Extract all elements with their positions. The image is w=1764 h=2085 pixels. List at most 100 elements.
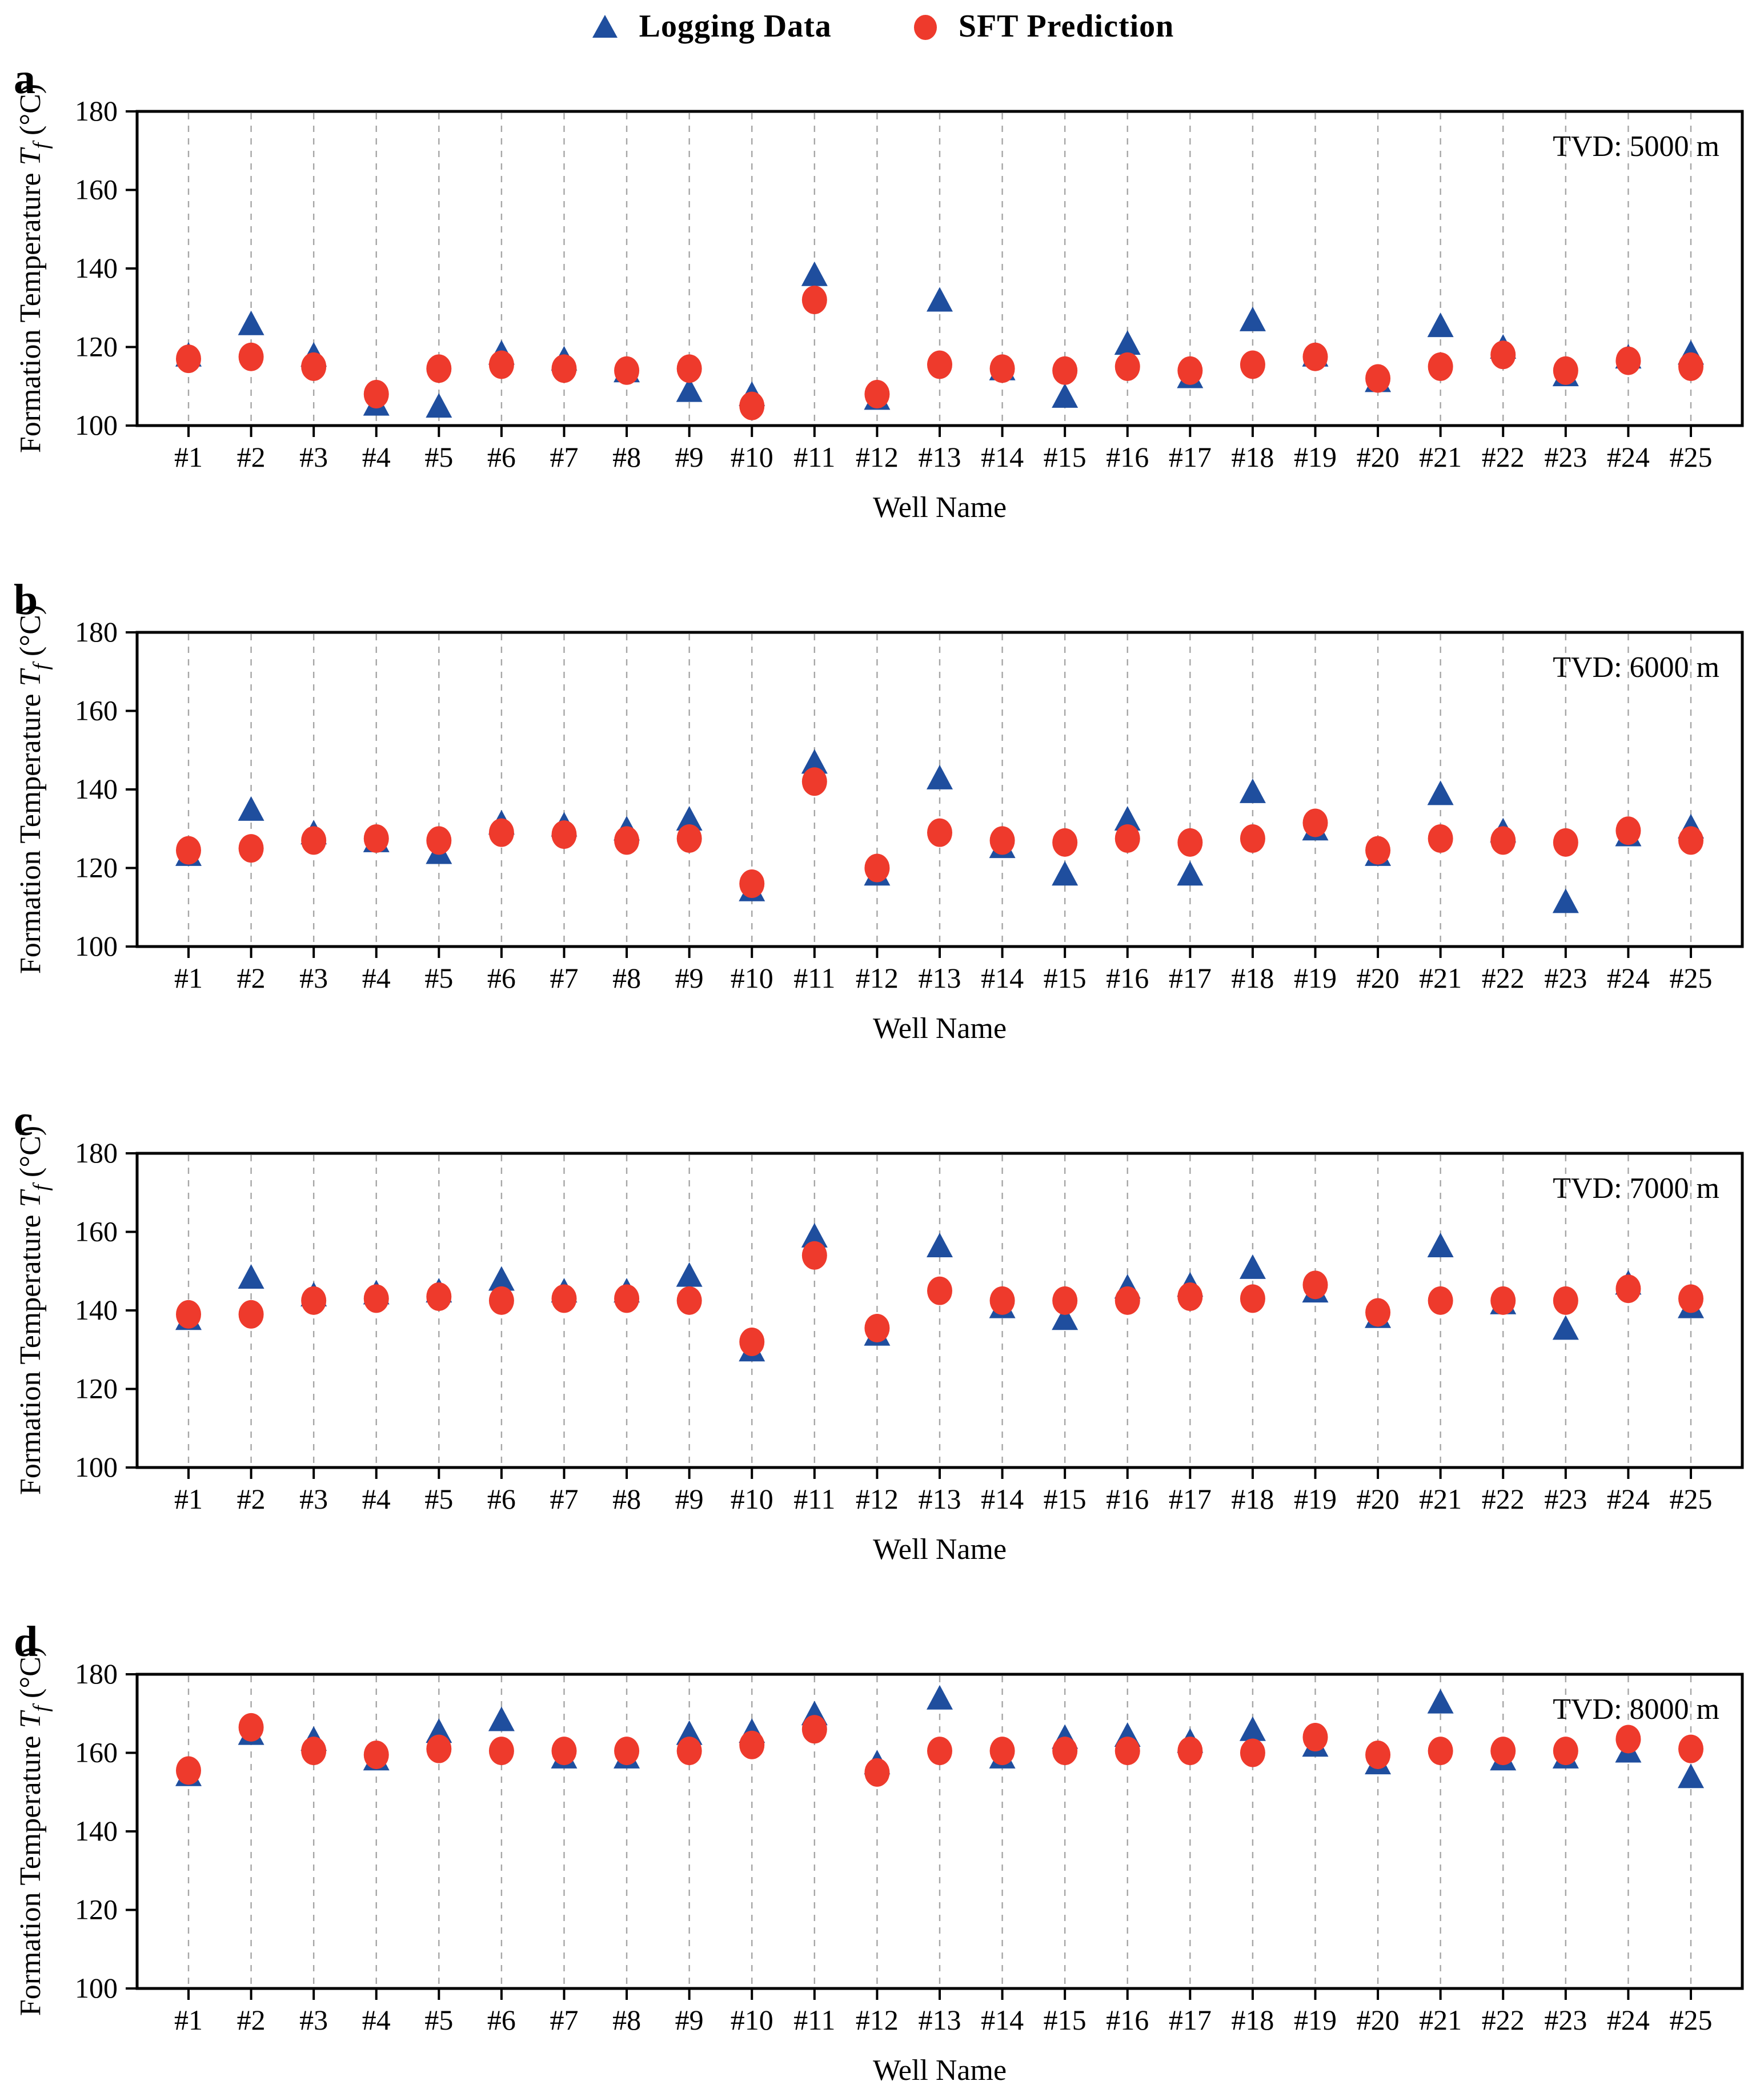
sft-marker [488,1286,514,1315]
x-tick-label: #4 [362,441,391,473]
sft-marker [1052,356,1078,385]
sft-marker [1553,1286,1578,1315]
sft-marker [1114,824,1140,853]
x-tick-label: #15 [1044,2004,1087,2036]
x-tick-label: #24 [1607,2004,1650,2036]
sft-marker [176,1756,201,1785]
x-axis-title: Well Name [873,2054,1007,2085]
panel-a-letter: a [14,55,35,103]
x-tick-label: #1 [174,962,203,994]
x-tick-label: #20 [1357,2004,1400,2036]
x-tick-label: #13 [919,2004,961,2036]
x-tick-label: #9 [675,962,704,994]
sft-marker [1553,828,1578,857]
sft-marker [1240,350,1265,379]
x-tick-label: #3 [299,441,328,473]
x-tick-label: #12 [856,962,899,994]
sft-marker [1428,1286,1453,1315]
sft-marker [927,818,952,847]
sft-marker [989,1286,1015,1315]
x-tick-label: #19 [1294,441,1337,473]
logging-marker [927,287,953,312]
sft-marker [426,826,452,855]
panel-c-letter: c [14,1097,33,1145]
x-tick-label: #10 [731,962,773,994]
y-tick-label: 120 [75,331,118,363]
x-tick-label: #8 [612,2004,641,2036]
x-tick-label: #13 [919,1483,961,1515]
x-tick-label: #2 [237,2004,266,2036]
x-tick-label: #21 [1419,2004,1462,2036]
panel-d: d 180 160 140 120 100 #1 #2 #3 #4 #5 #6 #7 #8 #9 #10 #1… [0,1563,1764,2085]
x-tick-label: #5 [424,1483,453,1515]
sft-marker [1365,1740,1391,1769]
sft-marker [238,834,264,863]
x-tick-label: #14 [981,441,1024,473]
x-tick-label: #19 [1294,962,1337,994]
sft-marker [989,1737,1015,1766]
x-axis-title: Well Name [873,1012,1007,1042]
logging-marker [1427,312,1454,338]
panel-c: c 180 160 140 120 100 #1 #2 #3 #4 #5 #6 #7 #8 #9 #10 #1… [0,1042,1764,1563]
sft-marker [801,1241,827,1270]
sft-marker [238,342,264,371]
x-tick-label: #8 [612,441,641,473]
chart-legend: Logging Data SFT Prediction [0,8,1764,45]
sft-marker [1678,1284,1703,1313]
logging-marker [676,806,703,831]
y-tick-label: 180 [75,616,118,648]
logging-marker [1427,780,1454,805]
panel-b-plot: 180 160 140 120 100 #1 #2 #3 #4 #5 #6 #7 #8 #9 #10 #11 #… [14,605,1744,1042]
sft-marker [676,824,702,853]
sft-marker [614,1284,640,1313]
x-tick-label: #25 [1670,962,1713,994]
y-tick-label: 160 [75,1216,118,1248]
sft-marker [426,354,452,383]
x-tick-label: #16 [1106,1483,1149,1515]
logging-marker [1239,1716,1266,1741]
sft-marker [614,356,640,385]
sft-marker [301,1286,327,1315]
x-tick-label: #15 [1044,962,1087,994]
sft-marker [1302,342,1328,371]
sft-marker [1302,1270,1328,1300]
x-axis-title: Well Name [873,1533,1007,1563]
panel-b-letter: b [14,576,38,624]
logging-marker [1427,1689,1454,1714]
x-tick-label: #14 [981,1483,1024,1515]
logging-marker [1552,888,1579,913]
sft-marker [551,354,577,383]
sft-marker [551,820,577,849]
y-tick-label: 180 [75,95,118,127]
x-tick-label: #6 [487,2004,516,2036]
x-tick-label: #20 [1357,441,1400,473]
y-tick-label: 100 [75,409,118,441]
y-tick-label: 140 [75,1815,118,1847]
x-tick-label: #23 [1544,962,1587,994]
x-tick-label: #17 [1169,2004,1212,2036]
x-tick-label: #13 [919,441,961,473]
y-tick-label: 100 [75,1451,118,1483]
x-tick-label: #20 [1357,1483,1400,1515]
sft-marker [1177,1282,1203,1311]
sft-marker [1302,1723,1328,1751]
x-tick-label: #5 [424,2004,453,2036]
x-tick-label: #22 [1482,441,1525,473]
sft-marker [864,1313,890,1342]
legend-label-logging: Logging Data [639,9,832,44]
sft-marker [1553,1737,1578,1766]
sft-marker [488,1737,514,1766]
x-tick-label: #17 [1169,1483,1212,1515]
x-tick-label: #10 [731,2004,773,2036]
sft-marker [676,1737,702,1766]
x-tick-label: #2 [237,1483,266,1515]
x-tick-label: #22 [1482,962,1525,994]
logging-marker [1239,1254,1266,1279]
x-tick-label: #5 [424,962,453,994]
y-tick-label: 140 [75,1294,118,1326]
logging-marker [676,1262,703,1287]
logging-marker [238,1264,264,1289]
sft-marker [801,286,827,314]
sft-marker [1615,1725,1641,1754]
